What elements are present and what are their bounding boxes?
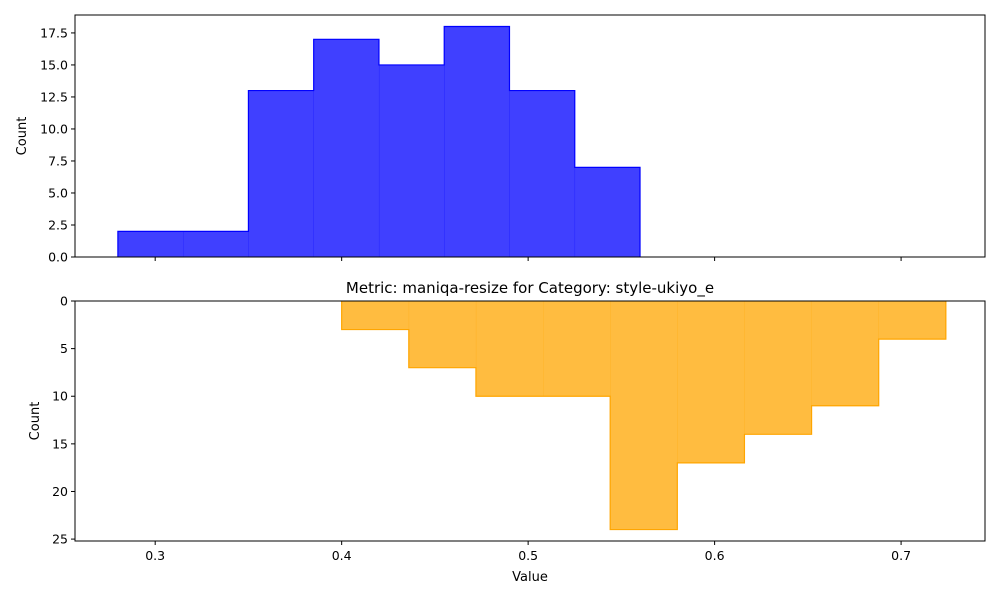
y-tick-label: 12.5 (40, 89, 68, 104)
y-tick-label: 20 (52, 484, 68, 499)
y-tick-label: 25 (52, 532, 68, 547)
histogram-bar (444, 26, 510, 258)
histogram-bar (378, 64, 445, 257)
top-histogram-panel: 0.0 2.5 5.0 7.5 10.0 12.5 15.0 17.5 Count (15, 14, 986, 265)
bottom-histogram-bars (341, 301, 947, 530)
top-x-ticks (154, 257, 902, 261)
y-tick-label: 5.0 (48, 185, 68, 200)
x-tick-label: 0.7 (891, 548, 911, 563)
histogram-bar (878, 301, 947, 340)
histogram-bar (183, 231, 249, 257)
bottom-y-ticks: 0 5 10 15 20 25 (52, 294, 75, 547)
y-tick-label: 2.5 (48, 217, 68, 232)
top-y-ticks: 0.0 2.5 5.0 7.5 10.0 12.5 15.0 17.5 (40, 25, 75, 265)
y-tick-label: 10 (52, 389, 68, 404)
y-tick-label: 10.0 (40, 121, 68, 136)
y-tick-label: 7.5 (48, 153, 68, 168)
histogram-bar (117, 231, 184, 257)
bottom-x-ticks: 0.3 0.4 0.5 0.6 0.7 (145, 541, 911, 563)
y-tick-label: 15.0 (40, 57, 68, 72)
x-tick-label: 0.3 (145, 548, 165, 563)
y-tick-label: 17.5 (40, 25, 68, 40)
bottom-y-axis-label: Count (28, 402, 43, 441)
histogram-bar (248, 90, 314, 257)
histogram-bar (610, 301, 678, 530)
bottom-chart-title: Metric: maniqa-resize for Category: styl… (346, 279, 714, 298)
x-tick-label: 0.6 (705, 548, 725, 563)
top-y-axis-label: Count (15, 117, 30, 156)
top-histogram-outline (117, 25, 641, 257)
histogram-bar (543, 301, 611, 397)
top-histogram-bars (117, 26, 641, 258)
bottom-histogram-outline (341, 301, 947, 531)
y-tick-label: 15 (52, 436, 68, 451)
histogram-bar (574, 167, 641, 257)
histogram-bar (677, 301, 745, 463)
histogram-bar (811, 301, 880, 406)
x-tick-label: 0.5 (518, 548, 538, 563)
top-plot-frame (74, 14, 986, 258)
y-tick-label: 0 (60, 294, 68, 309)
histogram-bar (744, 301, 812, 435)
bottom-histogram-panel: Metric: maniqa-resize for Category: styl… (28, 279, 986, 585)
histogram-bar (475, 301, 544, 397)
bottom-x-axis-label: Value (512, 570, 548, 585)
bottom-plot-frame (74, 300, 986, 542)
y-tick-label: 5 (60, 341, 68, 356)
histogram-bar (313, 39, 380, 258)
x-tick-label: 0.4 (332, 548, 352, 563)
histogram-bar (509, 90, 576, 257)
histogram-bar (341, 301, 410, 330)
y-tick-label: 0.0 (48, 250, 68, 265)
histogram-bar (408, 301, 477, 368)
